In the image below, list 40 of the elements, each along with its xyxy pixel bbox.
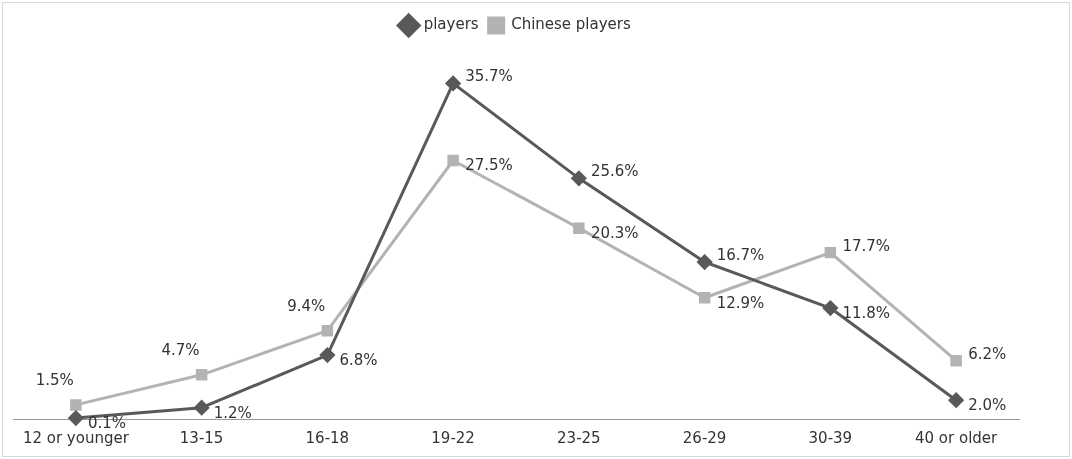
data-label: 9.4%: [287, 296, 326, 315]
point: [321, 324, 334, 337]
point: [195, 369, 208, 381]
data-label: 1.2%: [213, 403, 252, 422]
data-label: 25.6%: [590, 162, 639, 181]
x-tick-label: 13-15: [179, 428, 224, 447]
x-tick-label: 30-39: [808, 428, 853, 447]
point: [697, 254, 713, 270]
legend-label: players: [423, 15, 479, 34]
point: [824, 246, 837, 259]
data-label: 1.5%: [35, 370, 74, 389]
legend-label: Chinese players: [511, 15, 631, 34]
data-label: 27.5%: [465, 156, 513, 175]
point: [445, 75, 461, 91]
data-label: 20.3%: [590, 224, 639, 243]
point: [822, 300, 838, 316]
point: [70, 399, 82, 411]
point: [948, 392, 964, 408]
data-label: 35.7%: [465, 67, 513, 86]
point: [573, 222, 585, 234]
point: [698, 292, 711, 304]
point: [447, 154, 459, 167]
data-label: 6.8%: [339, 350, 378, 369]
point: [950, 354, 962, 367]
x-tick-label: 19-22: [431, 428, 475, 447]
point: [194, 400, 210, 416]
data-label: 11.8%: [842, 303, 891, 322]
point: [68, 410, 84, 426]
data-label: 6.2%: [968, 344, 1007, 363]
data-label: 2.0%: [968, 396, 1007, 415]
x-tick-label: 16-18: [305, 428, 350, 447]
point: [319, 347, 335, 363]
data-label: 4.7%: [161, 340, 200, 359]
point: [571, 170, 587, 186]
x-tick-label: 23-25: [557, 428, 601, 447]
data-label: 16.7%: [716, 245, 765, 264]
data-label: 12.9%: [716, 293, 765, 312]
x-tick-label: 40 or older: [915, 428, 999, 447]
data-label: 17.7%: [842, 236, 891, 255]
x-tick-label: 26-29: [682, 428, 727, 447]
